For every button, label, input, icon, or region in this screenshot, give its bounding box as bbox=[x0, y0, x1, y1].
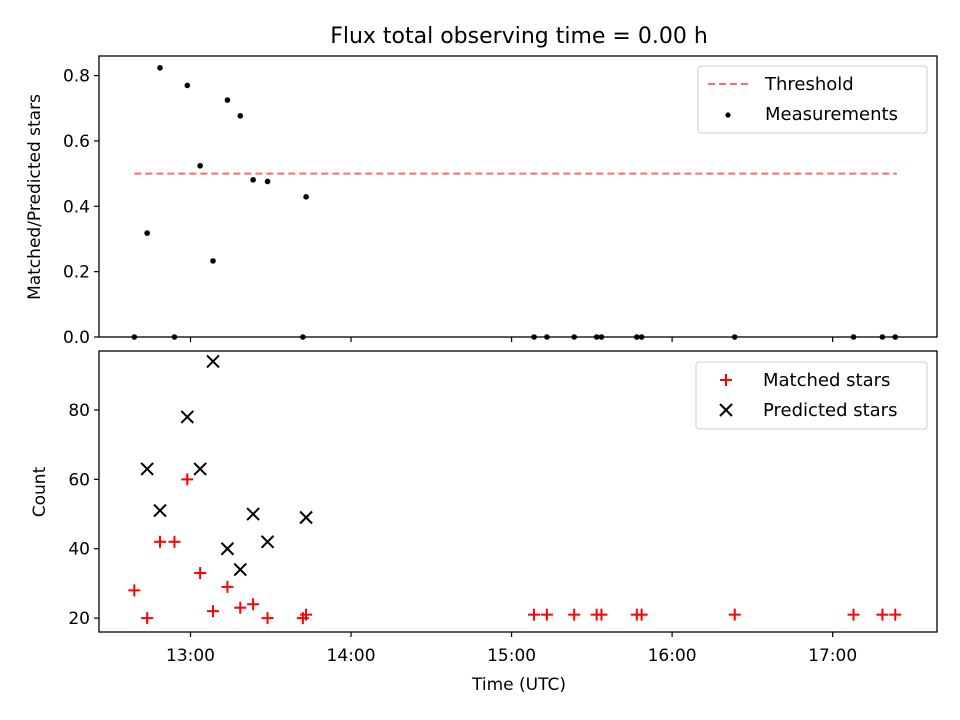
predicted-star-point bbox=[140, 462, 154, 476]
measurement-point bbox=[237, 112, 244, 119]
matched-star-point bbox=[154, 535, 167, 548]
matched-star-point bbox=[528, 608, 541, 621]
matched-star-point bbox=[635, 608, 648, 621]
top-y-tick-label: 0.6 bbox=[63, 132, 90, 152]
predicted-star-point bbox=[299, 510, 313, 525]
top-plot-area bbox=[98, 55, 938, 338]
matched-star-point bbox=[728, 608, 741, 621]
measurement-point bbox=[131, 334, 138, 340]
top-y-tick-label: 0.2 bbox=[63, 263, 90, 283]
bottom-legend: Matched stars Predicted stars bbox=[695, 361, 928, 430]
x-tick-label: 17:00 bbox=[808, 646, 857, 666]
matched-star-point bbox=[221, 580, 234, 593]
measurement-point bbox=[197, 162, 203, 169]
bottom-x-axis: 13:00 14:00 15:00 16:00 17:00 bbox=[166, 632, 857, 666]
matched-star-point bbox=[876, 608, 889, 621]
legend-predicted-swatch bbox=[719, 403, 733, 417]
predicted-star-point bbox=[233, 562, 247, 577]
matched-star-point bbox=[234, 601, 247, 614]
matched-star-point bbox=[168, 535, 181, 548]
measurement-point bbox=[144, 230, 150, 236]
predicted-star-point bbox=[193, 462, 207, 476]
measurement-point bbox=[850, 334, 857, 340]
measurement-point bbox=[633, 334, 640, 340]
chart-title: Flux total observing time = 0.00 h bbox=[330, 24, 708, 49]
measurement-point bbox=[224, 97, 231, 103]
predicted-star-point bbox=[153, 503, 167, 518]
bottom-y-axis-label: Count bbox=[30, 466, 50, 517]
bottom-y-tick-label: 60 bbox=[68, 470, 90, 490]
top-legend: Threshold Measurements bbox=[697, 65, 928, 134]
legend-measurements-swatch bbox=[725, 112, 731, 118]
predicted-star-point bbox=[180, 410, 195, 424]
measurement-point bbox=[593, 334, 600, 340]
x-tick-label: 14:00 bbox=[327, 646, 376, 666]
matched-star-point bbox=[595, 608, 608, 621]
matched-star-point bbox=[194, 567, 207, 580]
top-y-axis: 0.0 0.2 0.4 0.6 0.8 bbox=[63, 67, 99, 348]
matched-star-point bbox=[889, 608, 902, 621]
predicted-star-point bbox=[246, 507, 260, 521]
matched-star-point bbox=[206, 605, 219, 618]
bottom-y-axis: 20 40 60 80 bbox=[68, 401, 99, 629]
bottom-y-tick-label: 40 bbox=[68, 540, 90, 560]
x-tick-label: 13:00 bbox=[166, 646, 215, 666]
bottom-plot-series bbox=[128, 354, 902, 625]
bottom-y-tick-label: 20 bbox=[68, 609, 90, 629]
measurement-point bbox=[300, 334, 306, 340]
matched-star-point bbox=[847, 608, 860, 621]
measurement-point bbox=[879, 334, 886, 340]
measurement-point bbox=[184, 82, 191, 89]
measurement-point bbox=[531, 334, 537, 340]
measurement-point bbox=[544, 334, 550, 340]
matched-star-point bbox=[128, 584, 141, 597]
legend-predicted-label: Predicted stars bbox=[763, 400, 897, 421]
predicted-star-point bbox=[260, 535, 275, 549]
bottom-plot-area bbox=[98, 350, 938, 633]
legend-threshold-label: Threshold bbox=[764, 74, 854, 95]
top-y-tick-label: 0.8 bbox=[63, 67, 90, 87]
matched-star-point bbox=[261, 612, 274, 625]
matched-star-point bbox=[181, 473, 194, 486]
measurement-point bbox=[892, 334, 899, 340]
top-y-tick-label: 0.4 bbox=[63, 197, 90, 217]
predicted-star-point bbox=[206, 354, 220, 369]
matched-star-point bbox=[568, 608, 581, 621]
measurement-point bbox=[264, 178, 271, 185]
matched-star-point bbox=[141, 612, 154, 625]
top-y-tick-label: 0.0 bbox=[63, 328, 90, 348]
x-tick-label: 16:00 bbox=[648, 646, 697, 666]
top-x-axis bbox=[189, 337, 834, 342]
top-plot-series bbox=[131, 64, 899, 340]
measurement-point bbox=[571, 334, 577, 340]
measurement-point bbox=[210, 258, 216, 264]
bottom-y-tick-label: 80 bbox=[68, 401, 90, 421]
predicted-star-point bbox=[220, 542, 235, 556]
legend-measurements-label: Measurements bbox=[765, 104, 898, 125]
measurement-point bbox=[157, 64, 163, 71]
measurement-point bbox=[598, 334, 605, 340]
x-axis-label: Time (UTC) bbox=[471, 675, 566, 695]
matched-star-point bbox=[540, 608, 553, 621]
x-tick-label: 15:00 bbox=[487, 646, 536, 666]
measurement-point bbox=[171, 334, 178, 340]
measurement-point bbox=[731, 334, 738, 340]
top-y-axis-label: Matched/Predicted stars bbox=[25, 94, 45, 300]
matched-star-point bbox=[300, 608, 313, 621]
legend-matched-swatch bbox=[720, 374, 732, 386]
measurement-point bbox=[303, 194, 309, 200]
measurement-point bbox=[638, 334, 645, 340]
matched-star-point bbox=[247, 598, 260, 611]
legend-matched-label: Matched stars bbox=[763, 370, 890, 391]
measurement-point bbox=[250, 177, 256, 183]
